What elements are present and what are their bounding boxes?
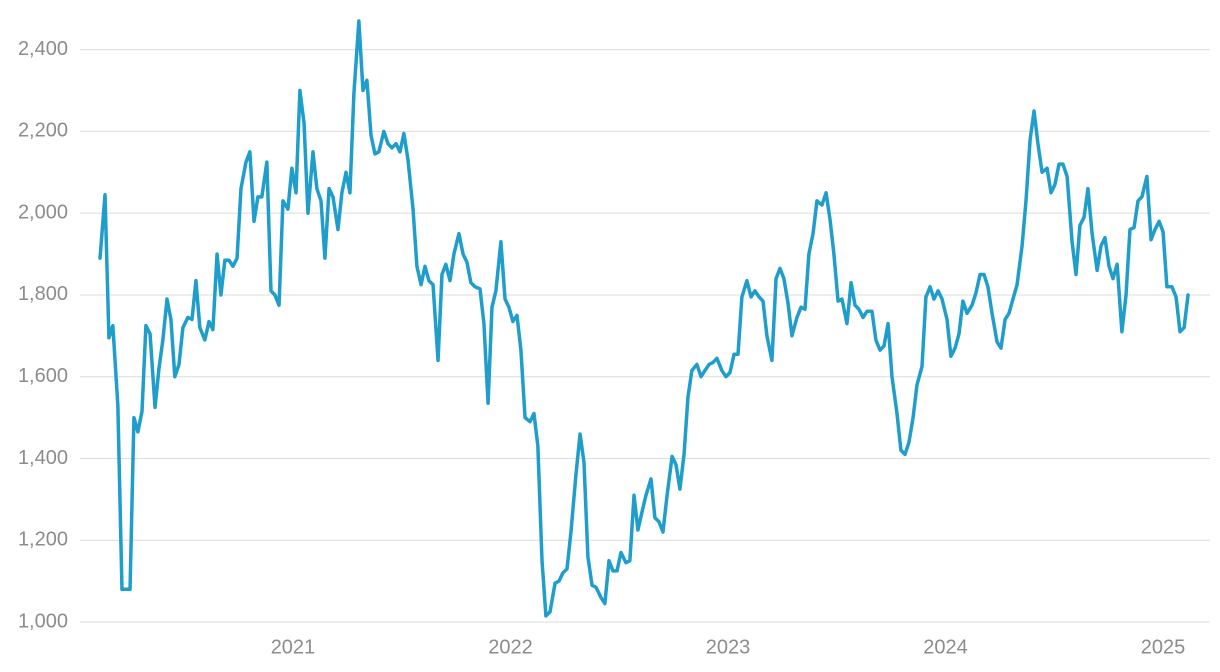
y-tick-label: 1,200 (18, 529, 68, 551)
y-tick-label: 2,400 (18, 38, 68, 60)
x-tick-label: 2022 (488, 636, 533, 658)
line-series (98, 19, 1190, 618)
y-tick-label: 2,200 (18, 120, 68, 142)
x-tick-label: 2024 (923, 636, 968, 658)
y-tick-label: 1,800 (18, 283, 68, 305)
x-tick-label: 2021 (271, 636, 316, 658)
x-tick-label: 2025 (1141, 636, 1186, 658)
y-tick-label: 1,600 (18, 365, 68, 387)
x-tick-label: 2023 (706, 636, 751, 658)
y-tick-label: 1,000 (18, 610, 68, 632)
y-tick-label: 2,000 (18, 201, 68, 223)
y-tick-label: 1,400 (18, 447, 68, 469)
